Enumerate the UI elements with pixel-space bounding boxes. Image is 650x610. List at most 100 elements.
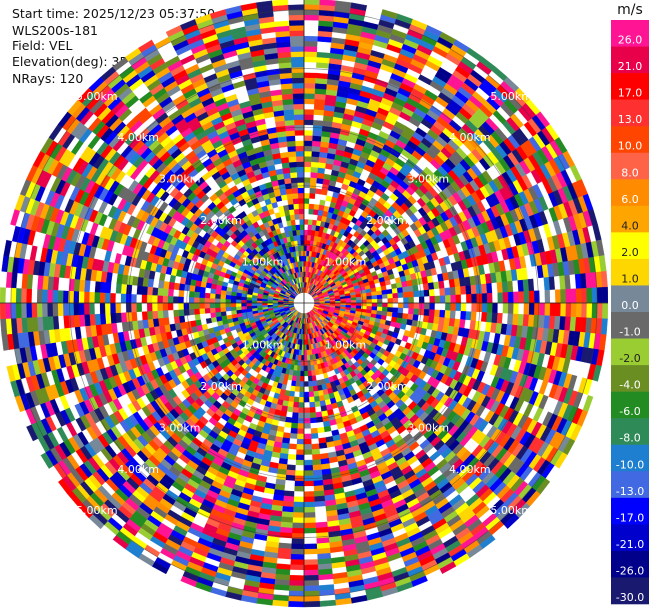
velocity-gate <box>282 495 295 503</box>
velocity-gate <box>310 422 318 429</box>
velocity-gate <box>454 310 462 320</box>
velocity-gate <box>308 208 315 215</box>
velocity-gate <box>314 401 321 408</box>
velocity-gate <box>293 485 305 492</box>
velocity-gate <box>528 302 535 316</box>
velocity-gate <box>418 302 425 310</box>
velocity-gate <box>386 288 393 295</box>
velocity-gate <box>292 401 300 408</box>
velocity-gate <box>284 479 295 487</box>
velocity-gate <box>402 313 409 320</box>
velocity-gate <box>293 501 305 508</box>
velocity-gate <box>220 310 227 317</box>
velocity-gate <box>570 288 577 304</box>
velocity-gate <box>396 287 404 294</box>
velocity-gate <box>271 599 289 607</box>
velocity-gate <box>470 311 477 322</box>
velocity-gate <box>560 302 567 317</box>
velocity-gate <box>246 305 253 310</box>
velocity-gate <box>528 290 535 304</box>
velocity-gate <box>376 290 383 296</box>
velocity-gate <box>502 292 509 304</box>
velocity-gate <box>523 302 530 316</box>
velocity-gate <box>141 310 148 321</box>
velocity-gate <box>303 176 311 183</box>
velocity-gate <box>309 187 317 194</box>
velocity-gate <box>434 288 441 297</box>
velocity-gate <box>172 309 180 317</box>
velocity-gate <box>392 292 399 299</box>
velocity-gate <box>513 291 520 304</box>
nrays-label: NRays: 120 <box>12 71 84 86</box>
velocity-gate <box>287 453 297 461</box>
velocity-gate <box>303 574 319 582</box>
velocity-gate <box>314 198 321 205</box>
velocity-gate <box>303 381 309 388</box>
velocity-gate <box>287 448 297 456</box>
velocity-gate <box>178 309 185 317</box>
velocity-gate <box>450 294 457 304</box>
velocity-gate <box>120 312 128 323</box>
velocity-gate <box>303 522 317 529</box>
velocity-gate <box>439 309 446 319</box>
velocity-gate <box>291 527 305 534</box>
field-label: Field: VEL <box>12 38 73 53</box>
velocity-gate <box>444 287 451 296</box>
velocity-gate <box>402 291 409 299</box>
velocity-gate <box>376 306 383 312</box>
velocity-gate <box>284 485 295 492</box>
velocity-gate <box>596 287 604 304</box>
velocity-gate <box>429 302 436 311</box>
velocity-gate <box>311 140 322 147</box>
velocity-gate <box>306 349 310 356</box>
velocity-gate <box>303 454 313 461</box>
velocity-gate <box>518 302 525 315</box>
velocity-gate <box>312 385 319 392</box>
velocity-gate <box>303 423 311 430</box>
velocity-gate <box>293 496 305 503</box>
velocity-gate <box>199 313 206 320</box>
velocity-gate <box>303 449 313 456</box>
velocity-gate <box>565 302 572 318</box>
velocity-gate <box>418 290 425 298</box>
velocity-gate <box>291 417 299 424</box>
velocity-gate <box>403 302 410 309</box>
velocity-gate <box>214 307 221 313</box>
velocity-gate <box>0 318 8 336</box>
velocity-gate <box>501 281 509 293</box>
velocity-gate <box>387 307 394 313</box>
velocity-gate <box>315 411 323 418</box>
velocity-gate <box>455 302 462 312</box>
velocity-gate <box>407 313 414 321</box>
velocity-gate <box>586 287 593 304</box>
velocity-gate <box>434 295 441 304</box>
velocity-gate <box>230 306 237 311</box>
velocity-gate <box>507 302 514 315</box>
velocity-gate <box>251 302 258 306</box>
velocity-gate <box>303 391 310 398</box>
velocity-gate <box>303 35 319 42</box>
velocity-gate <box>290 422 298 429</box>
velocity-gate <box>303 396 310 403</box>
velocity-gate <box>303 108 315 115</box>
velocity-gate <box>315 182 324 190</box>
velocity-gate <box>312 135 322 142</box>
velocity-gate <box>581 287 588 304</box>
velocity-gate <box>518 291 525 304</box>
velocity-gate <box>470 284 477 295</box>
velocity-gate <box>491 312 498 324</box>
velocity-gate <box>408 302 415 310</box>
velocity-gate <box>199 307 206 315</box>
velocity-gate <box>303 135 314 141</box>
velocity-gate <box>303 491 315 498</box>
velocity-gate <box>115 312 122 323</box>
velocity-gate <box>366 299 373 304</box>
velocity-gate <box>303 412 311 419</box>
velocity-gate <box>303 66 317 73</box>
velocity-gate <box>167 309 174 318</box>
velocity-gate <box>445 302 452 311</box>
velocity-gate <box>366 302 373 307</box>
velocity-gate <box>303 114 315 121</box>
velocity-gate <box>314 406 322 413</box>
velocity-gate <box>220 306 227 313</box>
